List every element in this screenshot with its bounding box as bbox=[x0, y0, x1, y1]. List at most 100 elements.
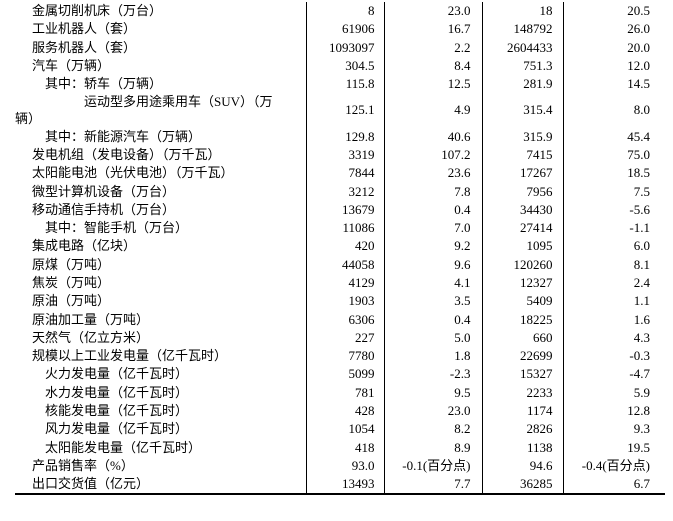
month-output-cell: 1093097 bbox=[305, 38, 384, 57]
row-label: 产品销售率（%） bbox=[32, 457, 134, 473]
month-growth-cell: 9.2 bbox=[383, 237, 482, 256]
month-growth-cell: 4.9 bbox=[383, 93, 482, 128]
row-label-wrap: 辆） bbox=[15, 111, 42, 127]
month-output-cell: 5099 bbox=[305, 365, 384, 384]
month-output-cell: 13679 bbox=[305, 200, 384, 219]
table-row: 火力发电量（亿千瓦时） 5099 -2.3 15327 -4.7 bbox=[15, 365, 665, 384]
table-row: 其中：新能源汽车（万辆） 129.8 40.6 315.9 45.4 bbox=[15, 127, 665, 146]
month-output-cell: 129.8 bbox=[305, 127, 384, 146]
month-growth-cell: -0.1(百分点) bbox=[383, 456, 482, 476]
cum-growth-cell: 1.6 bbox=[562, 310, 665, 329]
month-output-cell: 781 bbox=[305, 383, 384, 402]
cum-output-cell: 17267 bbox=[481, 164, 563, 183]
cum-growth-cell: 8.0 bbox=[562, 93, 665, 128]
table-row: 工业机器人（套） 61906 16.7 148792 26.0 bbox=[15, 20, 665, 39]
table-row: 微型计算机设备（万台） 3212 7.8 7956 7.5 bbox=[15, 182, 665, 201]
cum-growth-cell: -0.3 bbox=[562, 347, 665, 366]
row-label: 太阳能发电量（亿千瓦时） bbox=[45, 439, 202, 455]
month-output-cell: 13493 bbox=[305, 475, 384, 496]
cum-output-cell: 315.9 bbox=[481, 127, 563, 146]
month-output-cell: 420 bbox=[305, 237, 384, 256]
row-label: 运动型多用途乘用车（SUV）（万辆） bbox=[15, 93, 306, 127]
month-growth-cell: 9.6 bbox=[383, 255, 482, 274]
month-output-cell: 1903 bbox=[305, 292, 384, 311]
month-output-cell: 115.8 bbox=[305, 75, 384, 94]
row-label: 工业机器人（套） bbox=[32, 21, 137, 37]
cum-growth-cell: 26.0 bbox=[562, 20, 665, 39]
cum-output-cell: 12327 bbox=[481, 273, 563, 293]
cum-growth-cell: 18.5 bbox=[562, 164, 665, 183]
cum-output-cell: 281.9 bbox=[481, 75, 563, 94]
month-growth-cell: 40.6 bbox=[383, 127, 482, 146]
month-output-cell: 428 bbox=[305, 401, 384, 421]
month-growth-cell: 107.2 bbox=[383, 145, 482, 165]
row-label: 集成电路（亿块） bbox=[32, 238, 137, 254]
cum-growth-cell: 20.5 bbox=[562, 2, 665, 21]
row-label: 原油加工量（万吨） bbox=[32, 311, 150, 327]
month-growth-cell: 23.0 bbox=[383, 2, 482, 21]
row-label-line: 运动型多用途乘用车（SUV）（万 bbox=[84, 94, 273, 110]
month-output-cell: 4129 bbox=[305, 273, 384, 293]
cum-growth-cell: 19.5 bbox=[562, 438, 665, 457]
cum-output-cell: 148792 bbox=[481, 20, 563, 39]
row-label: 火力发电量（亿千瓦时） bbox=[45, 366, 189, 382]
month-growth-cell: 8.4 bbox=[383, 56, 482, 76]
table-row: 产品销售率（%） 93.0 -0.1(百分点) 94.6 -0.4(百分点) bbox=[15, 456, 665, 476]
month-output-cell: 7780 bbox=[305, 347, 384, 366]
cum-growth-cell: 6.0 bbox=[562, 237, 665, 256]
cum-output-cell: 2604433 bbox=[481, 38, 563, 57]
month-output-cell: 125.1 bbox=[305, 93, 384, 128]
row-label: 原煤（万吨） bbox=[32, 256, 111, 272]
month-output-cell: 304.5 bbox=[305, 56, 384, 76]
table-row: 其中：智能手机（万台） 11086 7.0 27414 -1.1 bbox=[15, 218, 665, 238]
month-growth-cell: 12.5 bbox=[383, 75, 482, 94]
cum-growth-cell: -5.6 bbox=[562, 200, 665, 219]
month-growth-cell: 0.4 bbox=[383, 200, 482, 219]
table-row: 发电机组（发电设备）（万千瓦） 3319 107.2 7415 75.0 bbox=[15, 145, 665, 165]
row-label: 其中：智能手机（万台） bbox=[45, 220, 189, 236]
cum-output-cell: 94.6 bbox=[481, 456, 563, 476]
table-row: 核能发电量（亿千瓦时） 428 23.0 1174 12.8 bbox=[15, 401, 665, 421]
month-output-cell: 7844 bbox=[305, 164, 384, 183]
cum-output-cell: 1095 bbox=[481, 237, 563, 256]
table-row: 金属切削机床（万台） 8 23.0 18 20.5 bbox=[15, 2, 665, 21]
month-output-cell: 93.0 bbox=[305, 456, 384, 476]
month-output-cell: 11086 bbox=[305, 218, 384, 238]
cum-output-cell: 22699 bbox=[481, 347, 563, 366]
month-growth-cell: 2.2 bbox=[383, 38, 482, 57]
table-row: 原煤（万吨） 44058 9.6 120260 8.1 bbox=[15, 255, 665, 274]
table-row: 水力发电量（亿千瓦时） 781 9.5 2233 5.9 bbox=[15, 383, 665, 402]
month-growth-cell: 3.5 bbox=[383, 292, 482, 311]
cum-output-cell: 751.3 bbox=[481, 56, 563, 76]
month-growth-cell: 23.0 bbox=[383, 401, 482, 421]
cum-output-cell: 2826 bbox=[481, 420, 563, 439]
cum-growth-cell: 14.5 bbox=[562, 75, 665, 94]
cum-growth-cell: 20.0 bbox=[562, 38, 665, 57]
month-growth-cell: 7.0 bbox=[383, 218, 482, 238]
cum-output-cell: 1138 bbox=[481, 438, 563, 457]
month-growth-cell: 7.8 bbox=[383, 182, 482, 201]
month-output-cell: 3319 bbox=[305, 145, 384, 165]
cum-growth-cell: 5.9 bbox=[562, 383, 665, 402]
table-row: 集成电路（亿块） 420 9.2 1095 6.0 bbox=[15, 237, 665, 256]
table-row: 天然气（亿立方米） 227 5.0 660 4.3 bbox=[15, 328, 665, 348]
cum-growth-cell: 7.5 bbox=[562, 182, 665, 201]
cum-output-cell: 15327 bbox=[481, 365, 563, 384]
month-growth-cell: 7.7 bbox=[383, 475, 482, 496]
cum-growth-cell: 6.7 bbox=[562, 475, 665, 496]
row-label: 核能发电量（亿千瓦时） bbox=[45, 403, 189, 419]
row-label: 服务机器人（套） bbox=[32, 39, 137, 55]
cum-growth-cell: -0.4(百分点) bbox=[562, 456, 665, 476]
table-body: 金属切削机床（万台） 8 23.0 18 20.5 工业机器人（套） 61906 16.7 14… bbox=[15, 2, 665, 496]
month-growth-cell: 16.7 bbox=[383, 20, 482, 39]
row-label: 规模以上工业发电量（亿千瓦时） bbox=[32, 348, 228, 364]
row-label: 焦炭（万吨） bbox=[32, 275, 111, 290]
cum-output-cell: 660 bbox=[481, 328, 563, 348]
cum-output-cell: 2233 bbox=[481, 383, 563, 402]
month-growth-cell: 1.8 bbox=[383, 347, 482, 366]
month-growth-cell: 9.5 bbox=[383, 383, 482, 402]
industrial-output-table: 金属切削机床（万台） 8 23.0 18 20.5 工业机器人（套） 61906 16.7 14… bbox=[15, 2, 665, 496]
row-label: 原油（万吨） bbox=[32, 293, 111, 309]
month-growth-cell: 23.6 bbox=[383, 164, 482, 183]
table-row: 运动型多用途乘用车（SUV）（万 辆） 125.1 4.9 315.4 8.0 bbox=[15, 93, 665, 128]
